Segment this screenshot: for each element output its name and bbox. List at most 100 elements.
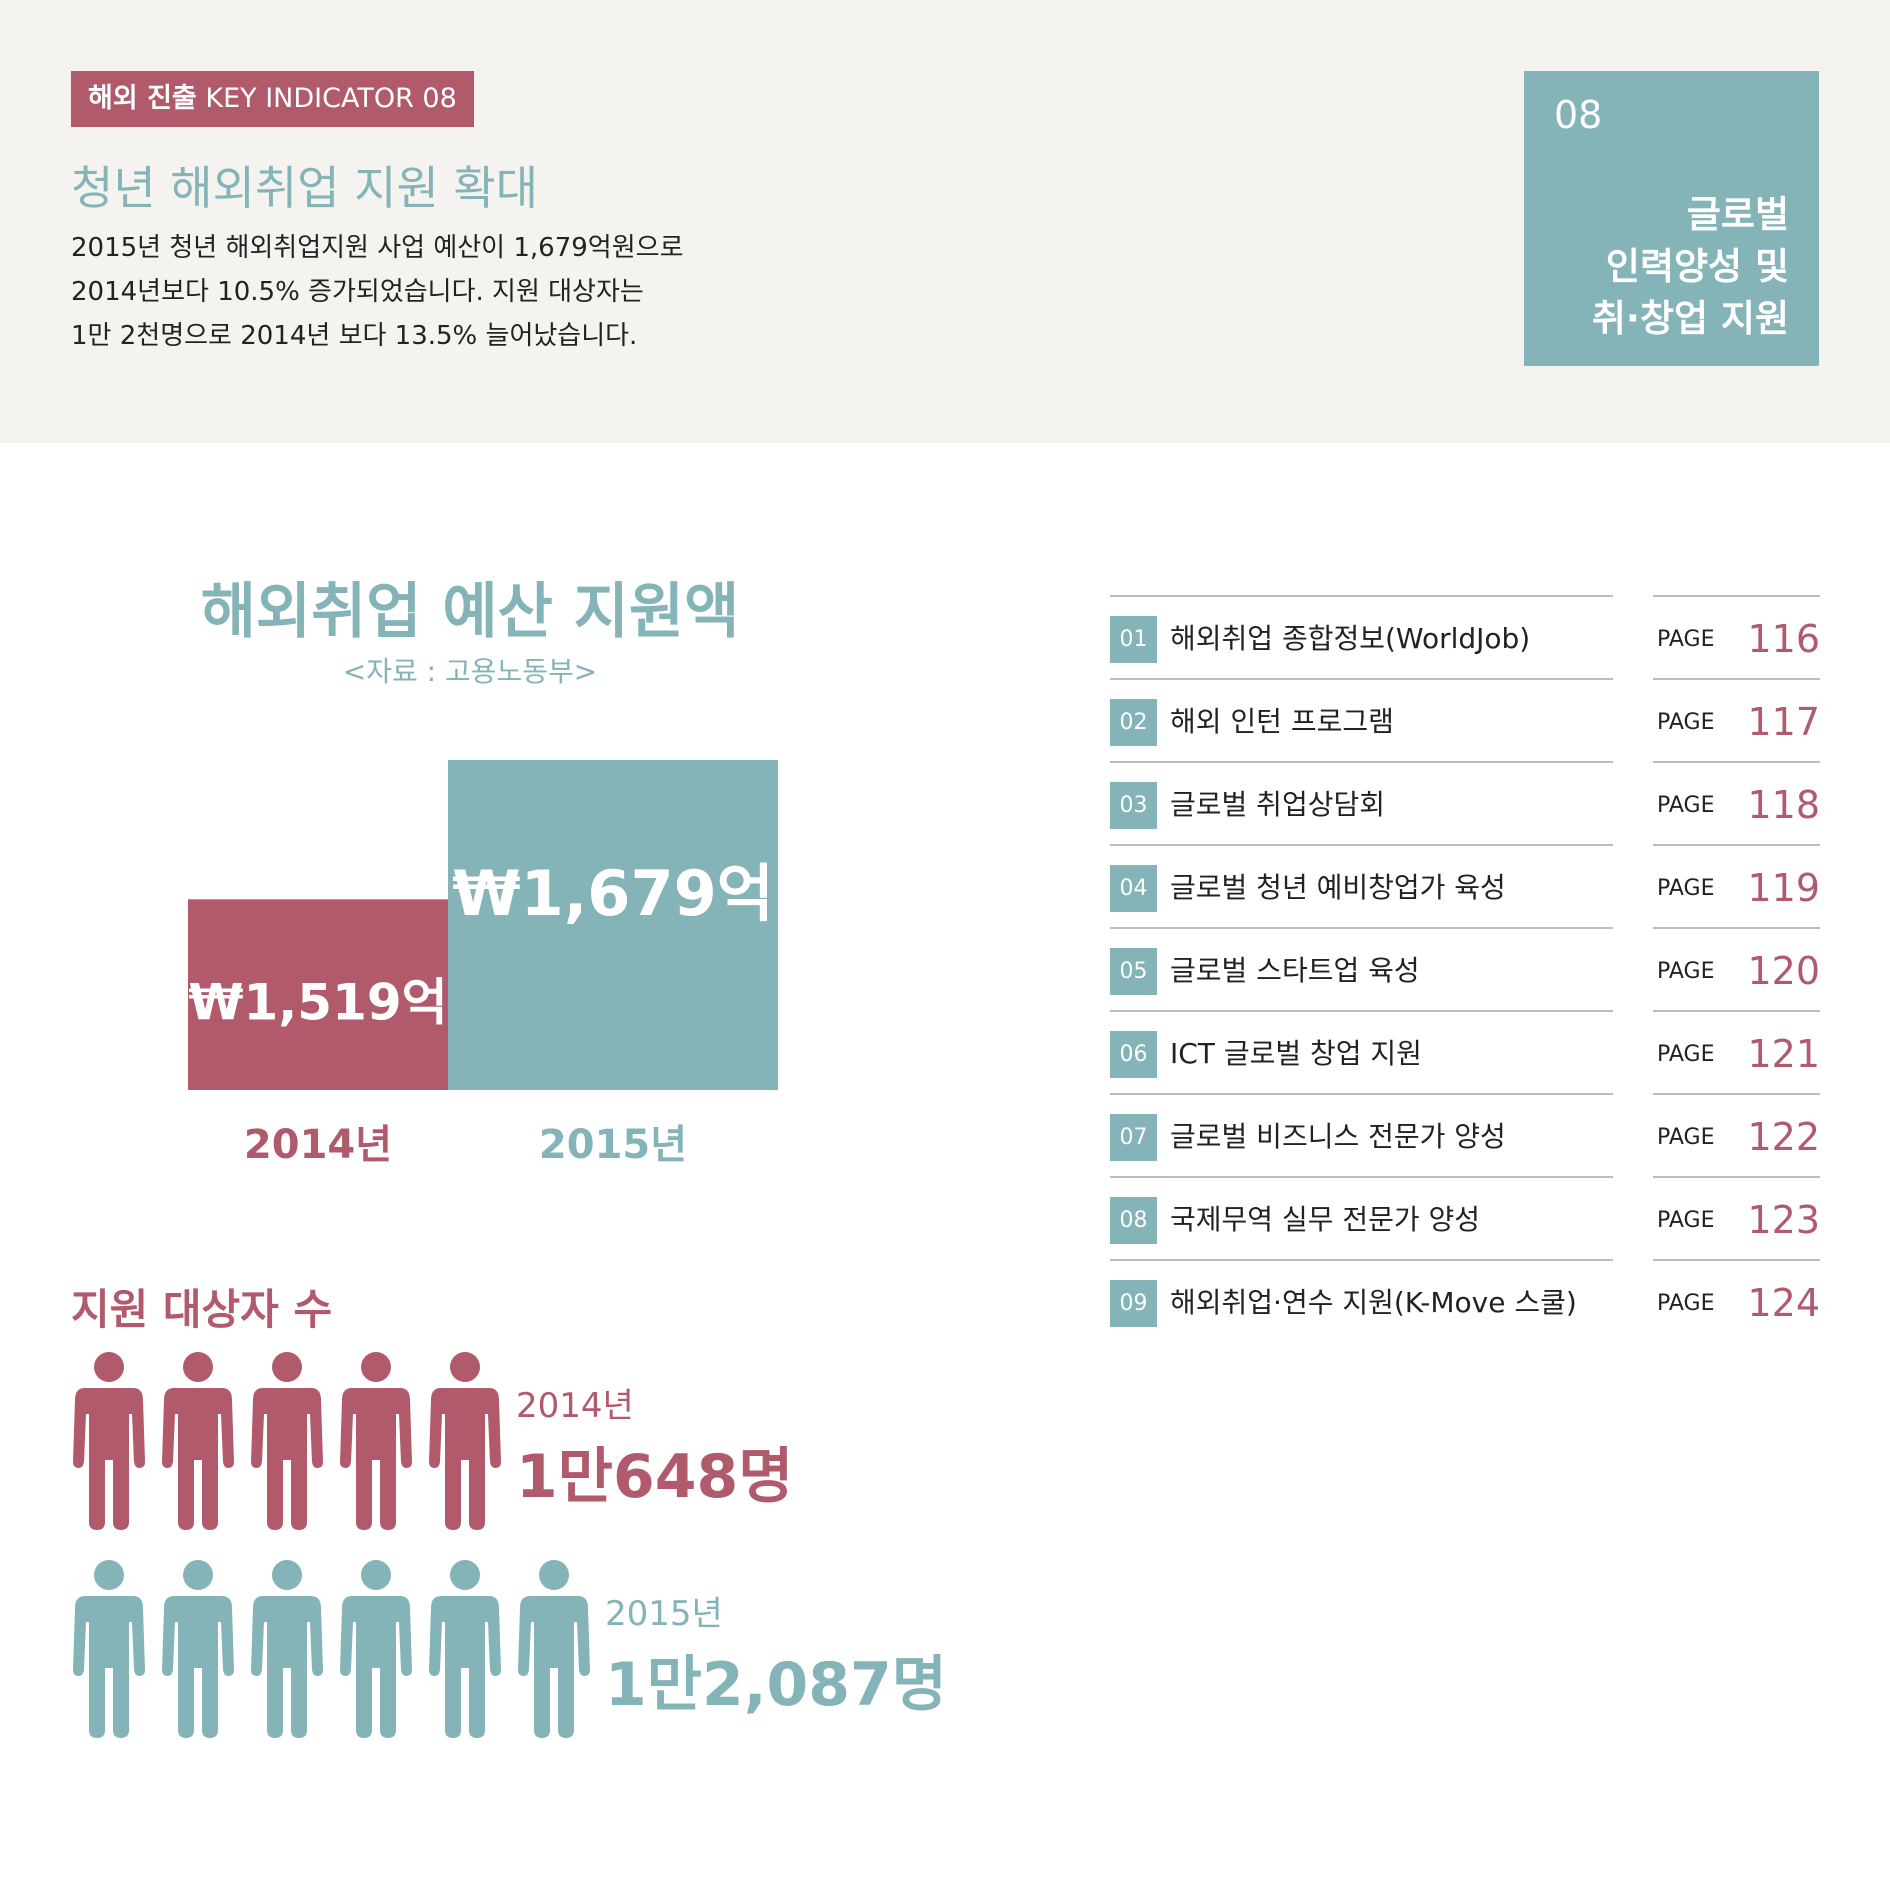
toc-item-number: 01	[1110, 616, 1157, 663]
budget-title: 해외취업 예산 지원액	[200, 577, 740, 647]
budget-bar-label-1: ₩1,679억	[452, 857, 774, 930]
recipients-count: 1만2,087명	[605, 1650, 947, 1720]
toc-item[interactable]: 08 국제무역 실무 전문가 양성 PAGE 123	[1110, 1176, 1820, 1259]
toc-divider	[1653, 927, 1820, 929]
toc-page-label: PAGE	[1657, 1291, 1715, 1316]
toc-page-label: PAGE	[1657, 1208, 1715, 1233]
chapter-box: 08 글로벌 인력양성 및 취·창업 지원	[1524, 71, 1819, 366]
toc-divider	[1653, 1259, 1820, 1261]
chapter-title-line: 취·창업 지원	[1591, 297, 1789, 340]
toc-item-title: 해외 인턴 프로그램	[1170, 705, 1394, 738]
toc-page-number: 124	[1747, 1281, 1820, 1325]
toc-divider	[1653, 595, 1820, 597]
toc-item-title: 글로벌 스타트업 육성	[1170, 954, 1420, 987]
toc-item[interactable]: 04 글로벌 청년 예비창업가 육성 PAGE 119	[1110, 844, 1820, 927]
toc-page-label: PAGE	[1657, 627, 1715, 652]
toc-divider	[1653, 1093, 1820, 1095]
toc-divider	[1653, 844, 1820, 846]
budget-source: <자료 : 고용노동부>	[342, 655, 598, 688]
toc-item[interactable]: 07 글로벌 비즈니스 전문가 양성 PAGE 122	[1110, 1093, 1820, 1176]
person-icon	[71, 1352, 147, 1530]
chapter-title: 글로벌 인력양성 및 취·창업 지원	[1592, 189, 1789, 345]
toc-item-number: 08	[1110, 1197, 1157, 1244]
toc-item-number: 05	[1110, 948, 1157, 995]
toc-item-number: 09	[1110, 1280, 1157, 1327]
toc-item-number: 07	[1110, 1114, 1157, 1161]
description-line: 1만 2천명으로 2014년 보다 13.5% 늘어났습니다.	[71, 321, 638, 351]
toc-divider	[1110, 678, 1613, 680]
toc-item-title: 국제무역 실무 전문가 양성	[1170, 1203, 1481, 1236]
toc-item[interactable]: 02 해외 인턴 프로그램 PAGE 117	[1110, 678, 1820, 761]
recipients-count: 1만648명	[516, 1442, 794, 1512]
budget-bar-1	[448, 760, 778, 1090]
toc-divider	[1110, 1093, 1613, 1095]
person-icon	[160, 1560, 236, 1738]
person-icon	[427, 1560, 503, 1738]
person-icon	[249, 1352, 325, 1530]
toc-item-title: 해외취업 종합정보(WorldJob)	[1170, 622, 1531, 655]
toc-item-title: 해외취업·연수 지원(K-Move 스쿨)	[1170, 1286, 1577, 1319]
toc-divider	[1110, 595, 1613, 597]
toc-item-title: ICT 글로벌 창업 지원	[1170, 1037, 1422, 1070]
budget-bar-chart: ₩1,519억 2014년 ₩1,679억 2015년	[188, 760, 778, 1168]
toc-divider	[1110, 927, 1613, 929]
toc-item[interactable]: 01 해외취업 종합정보(WorldJob) PAGE 116	[1110, 595, 1820, 678]
description-line: 2014년보다 10.5% 증가되었습니다. 지원 대상자는	[71, 277, 644, 307]
recipients-year: 2015년	[605, 1594, 723, 1634]
person-icon	[249, 1560, 325, 1738]
toc-item[interactable]: 09 해외취업·연수 지원(K-Move 스쿨) PAGE 124	[1110, 1259, 1820, 1342]
toc-page-number: 116	[1747, 617, 1820, 661]
chapter-number: 08	[1554, 93, 1603, 137]
chapter-title-line: 인력양성 및	[1605, 245, 1789, 288]
budget-year-label-1: 2015년	[539, 1122, 687, 1168]
toc-item[interactable]: 06 ICT 글로벌 창업 지원 PAGE 121	[1110, 1010, 1820, 1093]
toc-divider	[1653, 678, 1820, 680]
toc-divider	[1110, 1010, 1613, 1012]
recipients-title: 지원 대상자 수	[71, 1285, 333, 1334]
budget-year-label-0: 2014년	[244, 1122, 392, 1168]
recipients-year: 2014년	[516, 1386, 634, 1426]
toc-item-title: 글로벌 취업상담회	[1170, 788, 1385, 821]
indicator-tag: 해외 진출 KEY INDICATOR 08	[71, 71, 474, 127]
toc-item-number: 06	[1110, 1031, 1157, 1078]
toc-page-number: 123	[1747, 1198, 1820, 1242]
person-icon	[338, 1560, 414, 1738]
toc-page-label: PAGE	[1657, 959, 1715, 984]
toc-item-number: 04	[1110, 865, 1157, 912]
toc-divider	[1653, 1176, 1820, 1178]
page-title: 청년 해외취업 지원 확대	[71, 161, 539, 215]
toc-divider	[1110, 1259, 1613, 1261]
toc-item-number: 03	[1110, 782, 1157, 829]
toc-divider	[1653, 1010, 1820, 1012]
toc-item[interactable]: 05 글로벌 스타트업 육성 PAGE 120	[1110, 927, 1820, 1010]
toc-page-label: PAGE	[1657, 710, 1715, 735]
toc-page-label: PAGE	[1657, 1125, 1715, 1150]
budget-bar-0	[188, 899, 448, 1090]
toc-divider	[1110, 844, 1613, 846]
toc-divider	[1110, 761, 1613, 763]
toc-page-number: 118	[1747, 783, 1820, 827]
toc-item-number: 02	[1110, 699, 1157, 746]
toc-page-number: 119	[1747, 866, 1820, 910]
person-icon	[427, 1352, 503, 1530]
person-icon	[71, 1560, 147, 1738]
toc-item[interactable]: 03 글로벌 취업상담회 PAGE 118	[1110, 761, 1820, 844]
description: 2015년 청년 해외취업지원 사업 예산이 1,679억원으로 2014년보다…	[71, 226, 711, 358]
toc-item-title: 글로벌 비즈니스 전문가 양성	[1170, 1120, 1506, 1153]
toc-page-label: PAGE	[1657, 876, 1715, 901]
person-icon	[516, 1560, 592, 1738]
toc-page-label: PAGE	[1657, 1042, 1715, 1067]
toc-page-number: 122	[1747, 1115, 1820, 1159]
toc-divider	[1110, 1176, 1613, 1178]
toc-page-number: 120	[1747, 949, 1820, 993]
indicator-tag-category: 해외 진출	[88, 83, 197, 114]
person-icon	[160, 1352, 236, 1530]
toc-item-title: 글로벌 청년 예비창업가 육성	[1170, 871, 1506, 904]
person-icon	[338, 1352, 414, 1530]
description-line: 2015년 청년 해외취업지원 사업 예산이 1,679억원으로	[71, 233, 684, 263]
indicator-tag-label: KEY INDICATOR 08	[205, 83, 457, 114]
budget-bar-label-0: ₩1,519억	[188, 974, 447, 1032]
header-panel: 해외 진출 KEY INDICATOR 08 청년 해외취업 지원 확대 201…	[0, 0, 1890, 443]
toc-page-label: PAGE	[1657, 793, 1715, 818]
toc-page-number: 117	[1747, 700, 1820, 744]
